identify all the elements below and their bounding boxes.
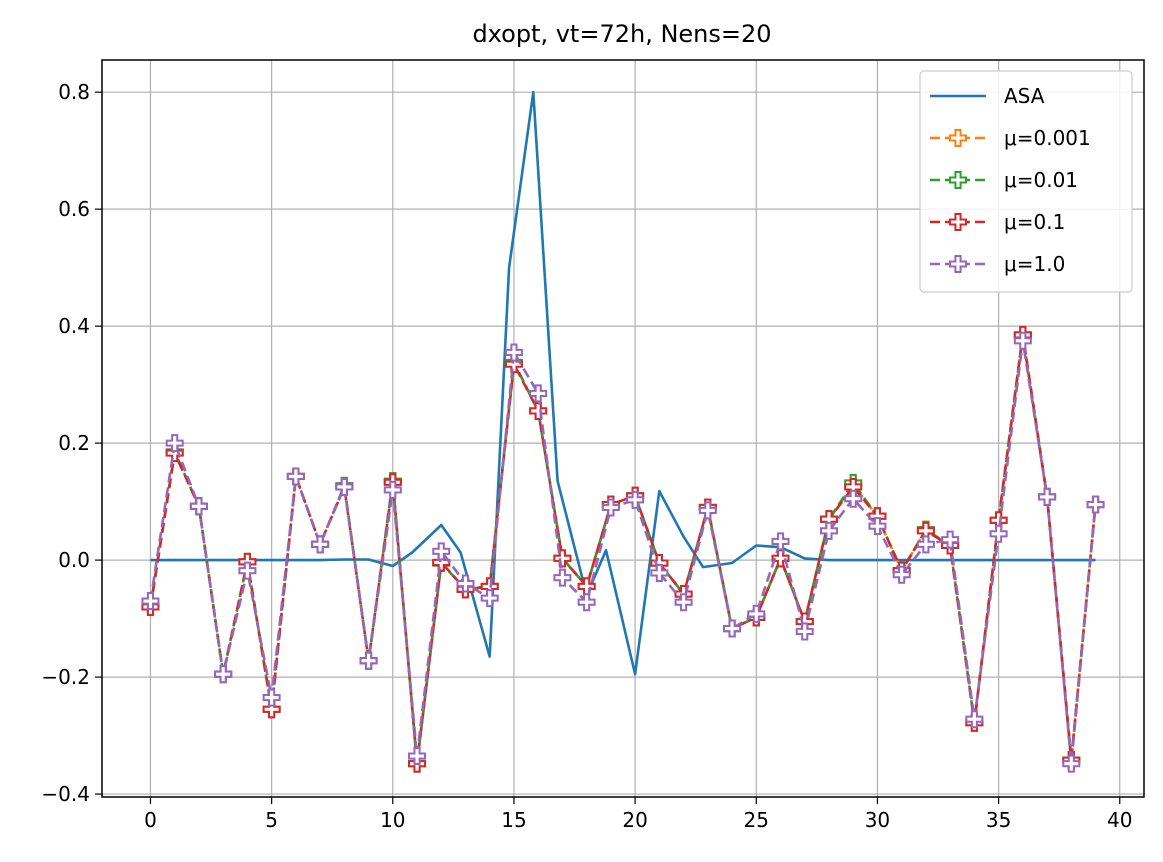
data-point	[916, 535, 935, 554]
data-point	[941, 530, 960, 549]
data-point	[432, 542, 451, 561]
data-point	[165, 434, 184, 453]
x-tick-label: 5	[265, 808, 278, 832]
legend-box	[919, 70, 1133, 293]
series-4	[141, 331, 1105, 773]
data-point	[335, 477, 354, 496]
data-point	[359, 651, 378, 670]
legend-label: ASA	[1004, 84, 1045, 108]
x-tick-label: 30	[865, 808, 890, 832]
series-0	[150, 90, 1096, 676]
data-point	[383, 480, 402, 499]
data-point	[795, 622, 814, 641]
data-point	[892, 565, 911, 584]
data-point	[311, 535, 330, 554]
x-tick-label: 40	[1107, 808, 1132, 832]
data-point	[771, 532, 790, 551]
data-point	[1062, 754, 1081, 773]
data-point	[504, 343, 523, 362]
data-point	[577, 593, 596, 612]
data-point	[286, 467, 305, 486]
data-point	[214, 665, 233, 684]
y-tick-label: 0.8	[58, 80, 90, 104]
data-point	[650, 563, 669, 582]
series-line	[150, 90, 1096, 676]
x-tick-label: 35	[986, 808, 1011, 832]
data-point	[747, 604, 766, 623]
y-tick-label: −0.2	[41, 665, 90, 689]
legend-marker	[949, 255, 967, 273]
data-point	[262, 688, 281, 707]
legend-item: μ=1.0	[930, 252, 1065, 276]
legend: ASA μ=0.001 μ=0.01 μ=0.1 μ=1.0	[919, 70, 1133, 293]
series-layer	[141, 90, 1105, 773]
chart-title: dxopt, vt=72h, Nens=20	[472, 20, 771, 48]
legend-item: μ=0.01	[930, 168, 1078, 192]
axis-ticks: 0 5 10 15 20 25 30 35 40 −0.4 −0.2 0.0 0.2 0.4 0.6 0.8	[41, 80, 1132, 832]
series-line	[149, 339, 1097, 766]
data-point	[1086, 495, 1105, 514]
legend-marker	[949, 129, 967, 147]
data-point	[456, 574, 475, 593]
data-point	[529, 384, 548, 403]
y-tick-label: −0.4	[41, 782, 90, 806]
x-tick-label: 20	[622, 808, 647, 832]
legend-label: μ=0.1	[1004, 210, 1065, 234]
legend-label: μ=0.001	[1004, 126, 1091, 150]
data-point	[844, 489, 863, 508]
legend-label: μ=1.0	[1004, 252, 1065, 276]
data-point	[868, 517, 887, 536]
data-point	[189, 497, 208, 516]
data-point	[698, 501, 717, 520]
x-tick-label: 0	[144, 808, 157, 832]
data-point	[674, 593, 693, 612]
x-tick-label: 15	[501, 808, 526, 832]
y-tick-label: 0.4	[58, 314, 90, 338]
legend-marker	[949, 171, 967, 189]
data-point	[553, 568, 572, 587]
data-point	[1038, 487, 1057, 506]
data-point	[553, 549, 572, 568]
data-point	[626, 490, 645, 509]
x-tick-label: 25	[744, 808, 769, 832]
x-tick-label: 10	[380, 808, 405, 832]
data-point	[723, 619, 742, 638]
data-point	[1013, 331, 1032, 350]
data-point	[989, 524, 1008, 543]
data-point	[819, 521, 838, 540]
data-point	[262, 700, 281, 719]
y-tick-label: 0.6	[58, 197, 90, 221]
legend-item: ASA	[930, 84, 1045, 108]
y-tick-label: 0.0	[58, 548, 90, 572]
legend-marker	[949, 213, 967, 231]
legend-item: μ=0.1	[930, 210, 1065, 234]
y-tick-label: 0.2	[58, 431, 90, 455]
data-point	[601, 498, 620, 517]
data-point	[771, 549, 790, 568]
data-point	[408, 747, 427, 766]
data-point	[141, 592, 160, 611]
data-point	[480, 589, 499, 608]
legend-label: μ=0.01	[1004, 168, 1078, 192]
data-point	[965, 710, 984, 729]
data-point	[504, 355, 523, 374]
plot-frame	[101, 59, 1145, 798]
legend-item: μ=0.001	[930, 126, 1091, 150]
data-point	[238, 561, 257, 580]
